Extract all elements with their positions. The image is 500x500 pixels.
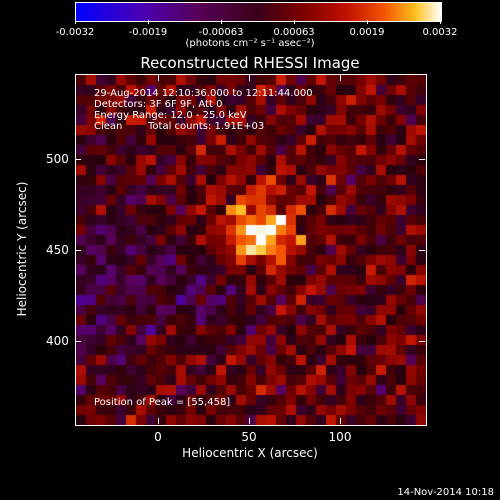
x-tick xyxy=(158,418,159,424)
y-tick-label: 400 xyxy=(46,334,69,348)
image-title: Reconstructed RHESSI Image xyxy=(140,54,360,72)
colorbar-label: 0.00063 xyxy=(273,27,315,38)
total-counts-text: Total counts: 1.91E+03 xyxy=(148,121,265,132)
timestamp-footer: 14-Nov-2014 10:18 xyxy=(397,487,494,498)
detectors-text: Detectors: 3F 6F 9F, Att 0 xyxy=(94,99,223,110)
y-tick-label: 450 xyxy=(46,243,69,257)
x-tick xyxy=(249,75,250,81)
colorbar-tick xyxy=(440,20,441,24)
colorbar-tick xyxy=(294,20,295,24)
colorbar-label: -0.00063 xyxy=(198,27,244,38)
image-plot-area: 29-Aug-2014 12:10:36.000 to 12:11:44.000… xyxy=(75,74,427,426)
colorbar-tick xyxy=(75,20,76,24)
energy-range-text: Energy Range: 12.0 - 25.0 keV xyxy=(94,110,247,121)
y-tick xyxy=(75,159,81,160)
y-tick xyxy=(75,341,81,342)
colorbar-tick xyxy=(148,20,149,24)
x-tick xyxy=(340,75,341,81)
x-tick-label: 50 xyxy=(241,430,257,444)
x-axis-title: Heliocentric X (arcsec) xyxy=(182,446,318,460)
colorbar xyxy=(75,2,442,22)
x-tick xyxy=(158,75,159,81)
y-axis-title: Heliocentric Y (arcsec) xyxy=(15,181,29,317)
y-tick-label: 500 xyxy=(46,152,69,166)
algorithm-text: Clean xyxy=(94,121,123,132)
x-tick-label: 100 xyxy=(328,430,352,444)
y-tick xyxy=(75,250,81,251)
x-tick xyxy=(249,418,250,424)
colorbar-tick xyxy=(221,20,222,24)
y-tick xyxy=(419,159,425,160)
colorbar-label: -0.0019 xyxy=(128,27,168,38)
x-tick-label: 0 xyxy=(154,430,162,444)
colorbar-label: 0.0032 xyxy=(422,27,458,38)
reconstructed-heatmap xyxy=(76,75,426,425)
peak-position-text: Position of Peak = [55,458] xyxy=(94,397,231,408)
y-tick xyxy=(419,250,425,251)
colorbar-label: 0.0019 xyxy=(349,27,385,38)
colorbar-tick xyxy=(367,20,368,24)
colorbar-label: -0.0032 xyxy=(55,27,95,38)
y-tick xyxy=(419,341,425,342)
colorbar-units: (photons cm⁻² s⁻¹ asec⁻²) xyxy=(185,38,315,49)
x-tick xyxy=(340,418,341,424)
time-range-text: 29-Aug-2014 12:10:36.000 to 12:11:44.000 xyxy=(94,88,313,99)
